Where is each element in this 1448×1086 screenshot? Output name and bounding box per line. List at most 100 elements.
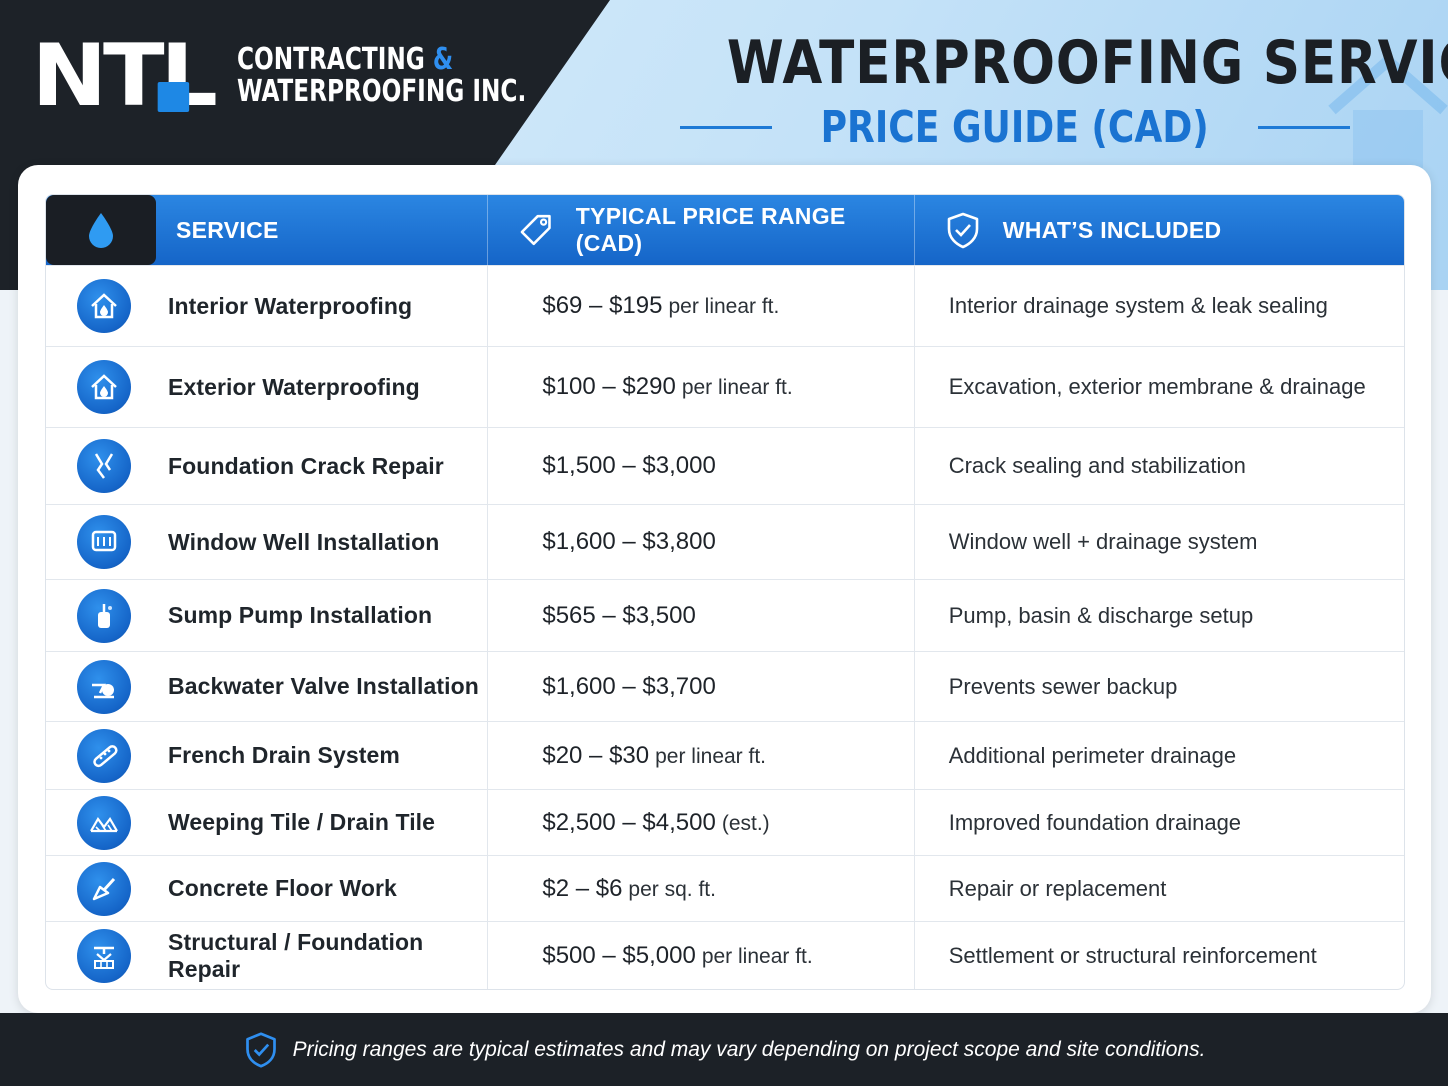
- header-drop-box: [46, 195, 156, 265]
- header-price-label: TYPICAL PRICE RANGE (CAD): [575, 203, 846, 256]
- service-name: French Drain System: [168, 742, 400, 768]
- service-name: Foundation Crack Repair: [168, 452, 444, 479]
- service-cell: Weeping Tile / Drain Tile: [46, 790, 489, 855]
- price-card: SERVICE TYPICAL PRICE RANGE (CAD) WHAT’S…: [18, 165, 1431, 1013]
- price-unit: per linear ft.: [655, 744, 767, 768]
- price-range: $1,600 – $3,700: [542, 673, 722, 701]
- service-name: Window Well Installation: [168, 528, 440, 555]
- subtitle-divider-right: [1257, 126, 1350, 129]
- header-price: TYPICAL PRICE RANGE (CAD): [488, 195, 915, 265]
- page-subtitle-row: PRICE GUIDE (CAD): [680, 102, 1350, 153]
- service-cell: Exterior Waterproofing: [46, 347, 489, 427]
- price-range: $100 – $290 per linear ft.: [542, 373, 792, 401]
- price-cell: $1,500 – $3,000: [488, 428, 915, 504]
- footer-disclaimer: Pricing ranges are typical estimates and…: [292, 1037, 1206, 1061]
- service-name: Sump Pump Installation: [168, 602, 433, 628]
- included-cell: Window well + drainage system: [915, 505, 1404, 579]
- price-cell: $2 – $6 per sq. ft.: [488, 856, 915, 921]
- price-cell: $1,600 – $3,700: [488, 652, 915, 721]
- included-text: Improved foundation drainage: [948, 809, 1242, 835]
- valve-icon: [77, 659, 131, 714]
- included-text: Repair or replacement: [948, 875, 1167, 901]
- service-cell: Concrete Floor Work: [46, 856, 489, 921]
- drain-pipe-icon: [77, 728, 131, 783]
- price-cell: $1,600 – $3,800: [488, 505, 915, 579]
- company-logo: NTL CONTRACTING & WATERPROOFING INC.: [32, 33, 574, 119]
- price-tag-icon: [520, 214, 552, 246]
- price-unit: per linear ft.: [701, 944, 813, 968]
- price-cell: $500 – $5,000 per linear ft.: [488, 922, 915, 989]
- foundation-icon: [77, 928, 131, 983]
- table-row: Interior Waterproofing $69 – $195 per line…: [46, 265, 1404, 346]
- price-amount: $565 – $3,500: [542, 601, 696, 629]
- page-title-block: WATERPROOFING SERVICE PRICE GUIDE (CAD): [680, 28, 1448, 153]
- included-text: Additional perimeter drainage: [948, 742, 1237, 768]
- water-drop-icon: [89, 213, 113, 248]
- footer-note-bar: Pricing ranges are typical estimates and…: [0, 1013, 1448, 1086]
- subtitle-divider-left: [680, 126, 773, 129]
- included-text: Settlement or structural reinforcement: [948, 942, 1317, 968]
- service-cell: Foundation Crack Repair: [46, 428, 489, 504]
- included-cell: Settlement or structural reinforcement: [915, 922, 1404, 989]
- service-cell: Window Well Installation: [46, 505, 489, 579]
- page-title: WATERPROOFING SERVICE: [726, 28, 1448, 98]
- price-amount: $1,500 – $3,000: [542, 452, 716, 479]
- price-amount: $2 – $6: [542, 874, 623, 902]
- included-cell: Interior drainage system & leak sealing: [915, 266, 1404, 346]
- table-body: Interior Waterproofing $69 – $195 per line…: [46, 265, 1404, 989]
- price-cell: $565 – $3,500: [488, 580, 915, 651]
- included-cell: Additional perimeter drainage: [915, 722, 1404, 789]
- house-outline-icon: [1328, 53, 1448, 173]
- table-row: Sump Pump Installation $565 – $3,500 Pump,…: [46, 579, 1404, 651]
- service-name: Structural / Foundation Repair: [168, 928, 424, 982]
- price-table: SERVICE TYPICAL PRICE RANGE (CAD) WHAT’S…: [45, 194, 1405, 990]
- price-amount: $100 – $290: [542, 373, 676, 400]
- service-name: Exterior Waterproofing: [168, 373, 420, 400]
- logo-text: CONTRACTING & WATERPROOFING INC.: [237, 42, 527, 109]
- crack-icon: [77, 439, 131, 493]
- table-row: Window Well Installation $1,600 – $3,800 W…: [46, 504, 1404, 579]
- included-cell: Repair or replacement: [915, 856, 1404, 921]
- price-range: $2,500 – $4,500 (est.): [542, 809, 769, 837]
- included-cell: Improved foundation drainage: [915, 790, 1404, 855]
- price-range: $500 – $5,000 per linear ft.: [542, 942, 812, 970]
- included-text: Pump, basin & discharge setup: [948, 602, 1254, 628]
- table-header: SERVICE TYPICAL PRICE RANGE (CAD) WHAT’S…: [46, 195, 1404, 265]
- price-cell: $20 – $30 per linear ft.: [488, 722, 915, 789]
- service-name: Concrete Floor Work: [168, 875, 397, 901]
- house-drop-icon: [77, 360, 131, 414]
- table-row: Concrete Floor Work $2 – $6 per sq. ft. Rep…: [46, 855, 1404, 921]
- shield-check-icon: [245, 1031, 276, 1068]
- header-service: SERVICE: [46, 195, 489, 265]
- price-amount: $69 – $195: [542, 292, 663, 319]
- window-well-icon: [77, 515, 131, 569]
- logo-drop-icon: [157, 82, 190, 112]
- price-range: $69 – $195 per linear ft.: [542, 292, 779, 320]
- service-cell: Interior Waterproofing: [46, 266, 489, 346]
- service-name: Backwater Valve Installation: [168, 673, 479, 699]
- table-row: Structural / Foundation Repair $500 – $5,…: [46, 921, 1404, 989]
- service-cell: Sump Pump Installation: [46, 580, 489, 651]
- price-unit: per sq. ft.: [628, 877, 716, 901]
- page-subtitle: PRICE GUIDE (CAD): [820, 102, 1210, 153]
- header-included: WHAT’S INCLUDED: [915, 195, 1404, 265]
- included-cell: Pump, basin & discharge setup: [915, 580, 1404, 651]
- price-cell: $69 – $195 per linear ft.: [488, 266, 915, 346]
- price-amount: $20 – $30: [542, 741, 650, 769]
- included-text: Excavation, exterior membrane & drainage: [948, 374, 1366, 399]
- service-cell: French Drain System: [46, 722, 489, 789]
- table-row: Foundation Crack Repair $1,500 – $3,000 Cr…: [46, 427, 1404, 504]
- service-cell: Structural / Foundation Repair: [46, 922, 489, 989]
- house-drop-icon: [77, 279, 131, 333]
- price-range: $2 – $6 per sq. ft.: [542, 875, 716, 903]
- included-text: Prevents sewer backup: [948, 673, 1178, 699]
- included-cell: Prevents sewer backup: [915, 652, 1404, 721]
- price-unit: per linear ft.: [668, 295, 780, 318]
- price-amount: $1,600 – $3,700: [542, 672, 716, 700]
- price-unit: (est.): [721, 811, 770, 835]
- included-cell: Crack sealing and stabilization: [915, 428, 1404, 504]
- shield-check-icon: [947, 212, 979, 249]
- service-cell: Backwater Valve Installation: [46, 652, 489, 721]
- included-text: Window well + drainage system: [948, 529, 1258, 554]
- drain-tile-icon: [77, 795, 131, 850]
